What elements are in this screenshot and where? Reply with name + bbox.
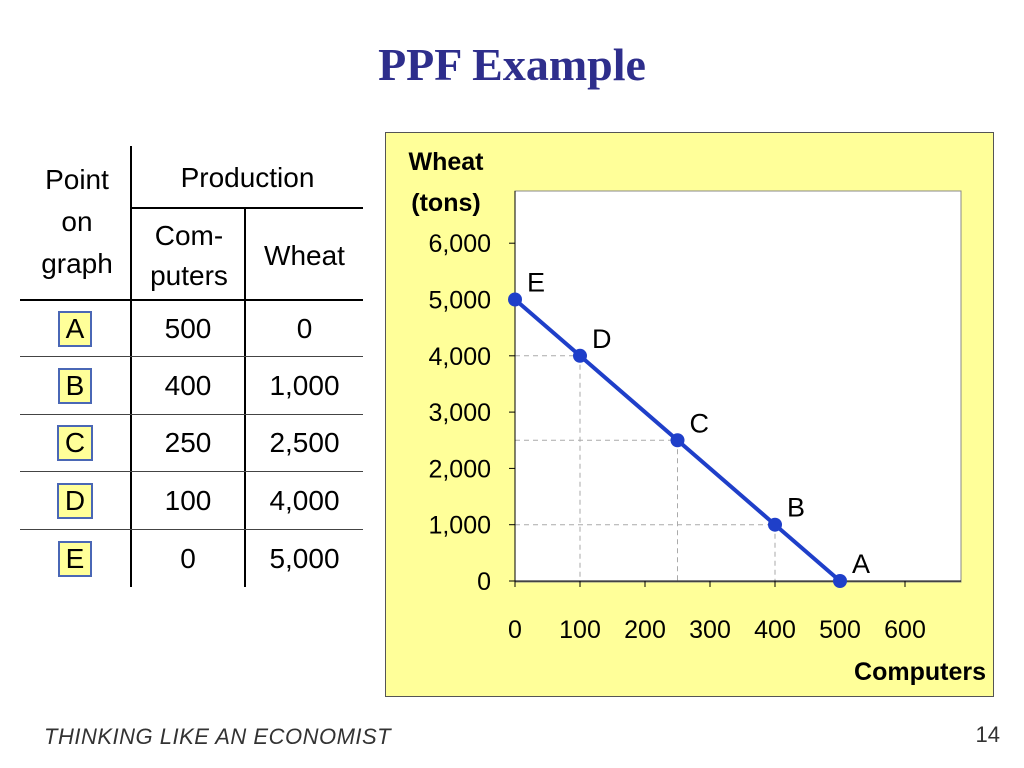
table-row-point: D bbox=[20, 472, 130, 529]
point-label-e: E bbox=[527, 268, 545, 298]
table-row-point: B bbox=[20, 357, 130, 414]
table-row-point: E bbox=[20, 530, 130, 587]
table-row-point: A bbox=[20, 301, 130, 356]
ppf-chart: 0 1,000 2,000 3,000 4,000 5,000 6,000 0 100 200 30… bbox=[409, 148, 987, 686]
y-tick-label: 1,000 bbox=[428, 512, 491, 540]
chart-panel: 0 1,000 2,000 3,000 4,000 5,000 6,000 0 100 200 30… bbox=[385, 132, 994, 697]
table-divider bbox=[20, 299, 363, 301]
x-tick-label: 100 bbox=[559, 616, 601, 644]
table-cell-computers: 250 bbox=[164, 427, 212, 458]
point-label-a: A bbox=[852, 549, 870, 579]
point-label-b: B bbox=[787, 493, 805, 523]
x-tick-label: 400 bbox=[754, 616, 796, 644]
data-point-b bbox=[768, 517, 782, 532]
table-divider bbox=[20, 356, 363, 357]
table-cell-computers: 400 bbox=[164, 369, 212, 401]
header-computers: Com- puters bbox=[150, 220, 228, 291]
point-label-box: C bbox=[56, 425, 94, 461]
table-divider bbox=[244, 208, 246, 587]
data-point-c bbox=[670, 433, 685, 448]
table-cell-computers: 100 bbox=[164, 484, 212, 516]
x-tick-label: 200 bbox=[624, 616, 666, 644]
x-tick-label: 0 bbox=[508, 616, 522, 644]
y-tick-label: 3,000 bbox=[428, 399, 491, 427]
table-cell-computers: 500 bbox=[164, 312, 212, 344]
table-cell-wheat: 2,500 bbox=[269, 427, 340, 458]
table-cell-computers: 0 bbox=[180, 542, 196, 574]
y-tick-label: 0 bbox=[477, 568, 491, 596]
x-axis-label: Computers bbox=[854, 658, 986, 686]
data-point-a bbox=[833, 574, 847, 588]
x-tick-label: 300 bbox=[689, 616, 731, 644]
table-row-point: C bbox=[20, 415, 130, 471]
data-point-d bbox=[573, 348, 587, 363]
point-label-c: C bbox=[690, 408, 710, 438]
table-divider bbox=[20, 529, 363, 530]
table-cell-wheat: 5,000 bbox=[269, 542, 340, 574]
table-cell-wheat: 0 bbox=[296, 312, 313, 344]
slide-title: PPF Example bbox=[378, 39, 646, 90]
point-label-box: E bbox=[57, 540, 93, 577]
point-label-d: D bbox=[592, 324, 612, 354]
point-label-box: A bbox=[57, 310, 93, 347]
table-divider bbox=[20, 471, 363, 472]
y-tick-label: 5,000 bbox=[428, 287, 491, 315]
header-production: Production bbox=[180, 162, 315, 193]
point-label-box: D bbox=[56, 482, 94, 519]
table-divider bbox=[20, 414, 363, 415]
page-number: 14 bbox=[975, 722, 1000, 747]
table-divider bbox=[130, 146, 132, 587]
y-tick-label: 6,000 bbox=[428, 230, 491, 258]
header-point-on-graph: Point on graph bbox=[41, 164, 113, 279]
y-axis-label-line2: (tons) bbox=[411, 189, 480, 217]
footer-text: THINKING LIKE AN ECONOMIST bbox=[44, 724, 392, 749]
table-cell-wheat: 4,000 bbox=[269, 484, 340, 516]
production-table: Point on graph Production Com- puters Wh… bbox=[20, 146, 363, 587]
plot-area bbox=[514, 190, 962, 583]
header-wheat: Wheat bbox=[264, 240, 345, 271]
data-point-e bbox=[508, 292, 522, 307]
y-axis-label-line1: Wheat bbox=[409, 148, 485, 176]
y-tick-label: 4,000 bbox=[428, 343, 491, 371]
x-tick-label: 600 bbox=[884, 616, 926, 644]
table-cell-wheat: 1,000 bbox=[269, 369, 340, 401]
y-tick-label: 2,000 bbox=[428, 455, 491, 483]
point-label-box: B bbox=[57, 367, 93, 404]
table-divider bbox=[132, 207, 363, 209]
x-tick-label: 500 bbox=[819, 616, 861, 644]
